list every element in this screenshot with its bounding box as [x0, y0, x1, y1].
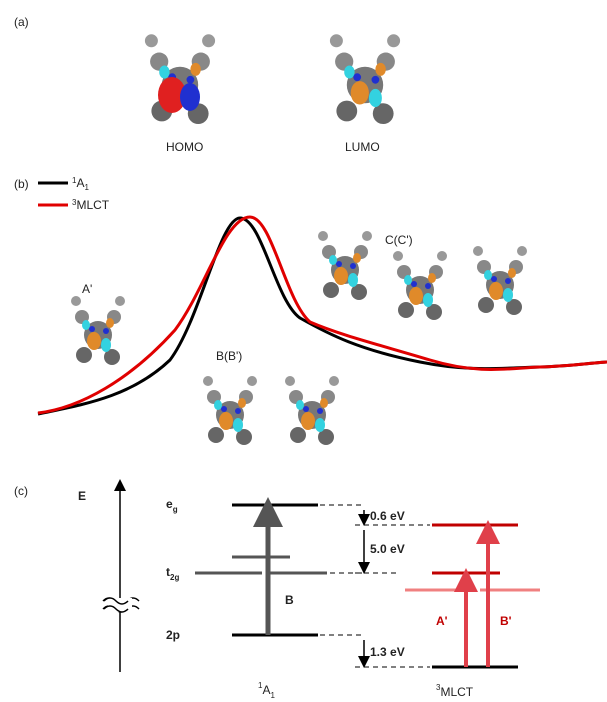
- orbital-label: LUMO: [345, 140, 380, 154]
- state-label: 1A1: [258, 681, 275, 700]
- orbital-label: HOMO: [166, 140, 203, 154]
- levels-3mlct: [405, 525, 540, 667]
- svg-text:t2g: t2g: [166, 565, 179, 582]
- dashed-guides: [320, 505, 430, 667]
- lumo-orbital: [330, 34, 400, 124]
- legend-label: 3MLCT: [72, 198, 110, 212]
- legend-label: 1A1: [72, 176, 89, 192]
- panel-label: (a): [14, 15, 29, 29]
- peak-label: B(B'): [216, 349, 242, 363]
- svg-text:2p: 2p: [166, 628, 180, 642]
- homo-orbital: [145, 34, 215, 124]
- level-labels: eg t2g 2p: [166, 497, 180, 642]
- transition-label: A': [436, 614, 448, 628]
- peak-label: A': [82, 282, 92, 296]
- panel-label: (b): [14, 177, 29, 191]
- panel-label: (c): [14, 484, 28, 498]
- levels-1a1: [195, 505, 327, 635]
- peak-label: C(C'): [385, 233, 413, 247]
- gap-label: 0.6 eV: [370, 509, 405, 523]
- svg-text:eg: eg: [166, 497, 178, 514]
- transition-label: B': [500, 614, 512, 628]
- gap-label: 5.0 eV: [370, 542, 405, 556]
- transition-label: B: [285, 593, 294, 607]
- state-label: 3MLCT: [436, 683, 474, 699]
- axis-label: E: [78, 489, 86, 503]
- gap-label: 1.3 eV: [370, 645, 405, 659]
- figure: (a) HOMO LUMO (b) 1A1 3MLCT A' B(B') C(C…: [0, 0, 607, 702]
- orbital-images: [71, 231, 527, 445]
